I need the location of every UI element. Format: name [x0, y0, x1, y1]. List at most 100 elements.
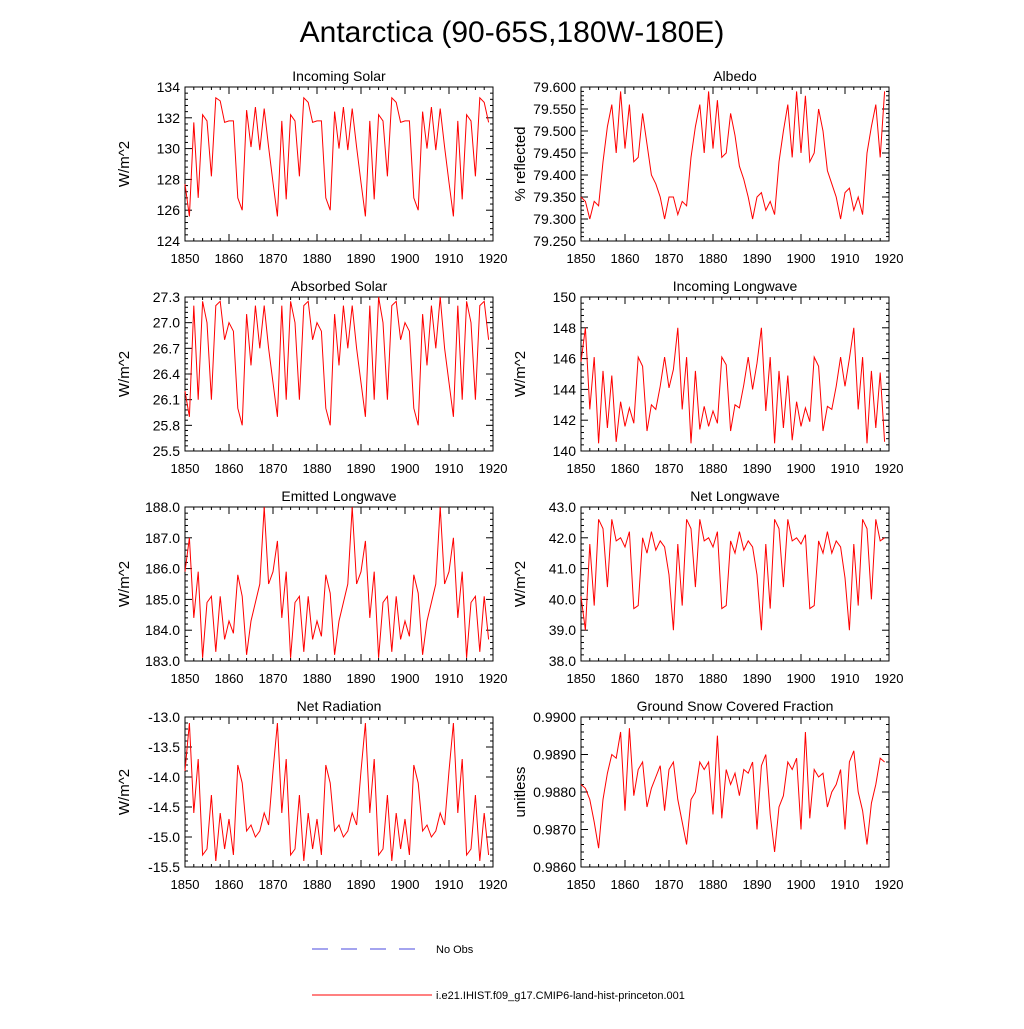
ytick-label-incoming-solar: 134	[157, 79, 181, 95]
ytick-label-incoming-longwave: 140	[553, 443, 577, 459]
xtick-label-albedo: 1920	[875, 251, 904, 266]
panel-title-absorbed-solar: Absorbed Solar	[291, 278, 388, 294]
xtick-label-absorbed-solar: 1920	[479, 461, 508, 476]
ylabel-incoming-solar: W/m^2	[116, 141, 133, 187]
ytick-label-absorbed-solar: 26.7	[153, 340, 180, 356]
series-line-incoming-solar	[184, 96, 490, 217]
ytick-label-albedo: 79.550	[533, 101, 576, 117]
xtick-label-incoming-longwave: 1850	[567, 461, 596, 476]
ytick-label-absorbed-solar: 25.8	[153, 417, 180, 433]
panel-incoming-solar: Incoming Solar W/m^2 1850 1860 1870 1880 1890 1…	[116, 68, 507, 266]
ytick-label-net-longwave: 42.0	[549, 530, 576, 546]
xtick-label-ground-snow-covered-fraction: 1860	[611, 877, 640, 892]
panel-ground-snow-covered-fraction: Ground Snow Covered Fraction unitless 1850…	[512, 698, 903, 892]
xtick-label-net-radiation: 1900	[391, 877, 420, 892]
xtick-label-net-radiation: 1920	[479, 877, 508, 892]
plot-frame-net-radiation	[184, 716, 494, 868]
xtick-label-emitted-longwave: 1860	[215, 671, 244, 686]
plot-frame-net-longwave	[580, 506, 890, 662]
ytick-label-incoming-solar: 128	[157, 171, 181, 187]
ytick-label-net-longwave: 40.0	[549, 591, 576, 607]
panel-net-longwave: Net Longwave W/m^2 1850 1860 1870 1880 1890 190…	[512, 488, 903, 686]
xtick-label-albedo: 1910	[831, 251, 860, 266]
xtick-label-absorbed-solar: 1870	[259, 461, 288, 476]
ytick-label-albedo: 79.500	[533, 123, 576, 139]
ytick-label-albedo: 79.250	[533, 233, 576, 249]
xtick-label-incoming-longwave: 1900	[787, 461, 816, 476]
xtick-label-emitted-longwave: 1870	[259, 671, 288, 686]
xtick-label-absorbed-solar: 1890	[347, 461, 376, 476]
ytick-label-incoming-longwave: 142	[553, 412, 577, 428]
panel-net-radiation: Net Radiation W/m^2 1850 1860 1870 1880 1890 19…	[116, 698, 507, 892]
xtick-label-net-longwave: 1900	[787, 671, 816, 686]
series-line-ground-snow-covered-fraction	[580, 728, 885, 853]
panels: Incoming Solar W/m^2 1850 1860 1870 1880 1890 1…	[116, 68, 903, 892]
ytick-label-emitted-longwave: 187.0	[145, 530, 180, 546]
xtick-label-net-longwave: 1890	[743, 671, 772, 686]
ytick-label-ground-snow-covered-fraction: 0.9890	[533, 747, 576, 763]
xtick-label-incoming-solar: 1890	[347, 251, 376, 266]
xtick-label-ground-snow-covered-fraction: 1900	[787, 877, 816, 892]
ylabel-absorbed-solar: W/m^2	[116, 351, 133, 397]
ytick-label-ground-snow-covered-fraction: 0.9880	[533, 784, 576, 800]
ytick-label-incoming-solar: 124	[157, 233, 181, 249]
ytick-label-net-longwave: 38.0	[549, 653, 576, 669]
series-line-absorbed-solar	[184, 296, 490, 426]
series-line-incoming-longwave	[580, 327, 886, 444]
ytick-label-net-radiation: -14.5	[148, 799, 180, 815]
xtick-label-ground-snow-covered-fraction: 1870	[655, 877, 684, 892]
panel-title-emitted-longwave: Emitted Longwave	[281, 488, 396, 504]
xtick-label-emitted-longwave: 1900	[391, 671, 420, 686]
ytick-label-emitted-longwave: 184.0	[145, 622, 180, 638]
xtick-label-incoming-longwave: 1910	[831, 461, 860, 476]
ytick-label-albedo: 79.450	[533, 145, 576, 161]
xtick-label-net-longwave: 1860	[611, 671, 640, 686]
panel-title-net-radiation: Net Radiation	[297, 698, 382, 714]
ytick-label-net-radiation: -13.0	[148, 709, 180, 725]
ylabel-incoming-longwave: W/m^2	[512, 351, 529, 397]
series-line-net-longwave	[580, 519, 885, 631]
ylabel-ground-snow-covered-fraction: unitless	[512, 767, 529, 818]
xtick-label-net-radiation: 1910	[435, 877, 464, 892]
xtick-label-net-longwave: 1920	[875, 671, 904, 686]
xtick-label-ground-snow-covered-fraction: 1850	[567, 877, 596, 892]
xtick-label-net-radiation: 1880	[303, 877, 332, 892]
ytick-label-net-longwave: 43.0	[549, 499, 576, 515]
series-line-emitted-longwave	[184, 506, 490, 658]
panel-incoming-longwave: Incoming Longwave W/m^2 1850 1860 1870 1880 18…	[512, 278, 903, 476]
xtick-label-incoming-longwave: 1920	[875, 461, 904, 476]
ytick-label-ground-snow-covered-fraction: 0.9860	[533, 859, 576, 875]
xtick-label-net-longwave: 1880	[699, 671, 728, 686]
xtick-label-absorbed-solar: 1850	[171, 461, 200, 476]
panel-title-ground-snow-covered-fraction: Ground Snow Covered Fraction	[637, 698, 834, 714]
xtick-label-emitted-longwave: 1850	[171, 671, 200, 686]
ytick-label-albedo: 79.400	[533, 167, 576, 183]
ytick-label-absorbed-solar: 27.3	[153, 289, 180, 305]
xtick-label-incoming-longwave: 1880	[699, 461, 728, 476]
figure-title: Antarctica (90-65S,180W-180E)	[300, 16, 725, 49]
ytick-label-emitted-longwave: 186.0	[145, 561, 180, 577]
panel-absorbed-solar: Absorbed Solar W/m^2 1850 1860 1870 1880 1890 1…	[116, 278, 507, 476]
ytick-label-net-radiation: -15.5	[148, 859, 180, 875]
ytick-label-net-radiation: -13.5	[148, 739, 180, 755]
ytick-label-albedo: 79.600	[533, 79, 576, 95]
plot-frame-emitted-longwave	[184, 506, 494, 662]
panel-emitted-longwave: Emitted Longwave W/m^2 1850 1860 1870 1880 189…	[116, 488, 507, 686]
ytick-label-incoming-longwave: 148	[553, 320, 577, 336]
xtick-label-albedo: 1850	[567, 251, 596, 266]
xtick-label-ground-snow-covered-fraction: 1910	[831, 877, 860, 892]
xtick-label-albedo: 1870	[655, 251, 684, 266]
ytick-label-emitted-longwave: 185.0	[145, 591, 180, 607]
ylabel-net-radiation: W/m^2	[116, 769, 133, 815]
xtick-label-emitted-longwave: 1890	[347, 671, 376, 686]
series-line-albedo	[580, 91, 886, 220]
legend-model-label: i.e21.IHIST.f09_g17.CMIP6-land-hist-prin…	[436, 990, 685, 1002]
xtick-label-ground-snow-covered-fraction: 1890	[743, 877, 772, 892]
panel-title-albedo: Albedo	[713, 68, 757, 84]
ylabel-net-longwave: W/m^2	[512, 561, 529, 607]
xtick-label-emitted-longwave: 1880	[303, 671, 332, 686]
plot-frame-incoming-longwave	[580, 296, 890, 452]
ytick-label-incoming-solar: 132	[157, 110, 181, 126]
xtick-label-net-radiation: 1890	[347, 877, 376, 892]
